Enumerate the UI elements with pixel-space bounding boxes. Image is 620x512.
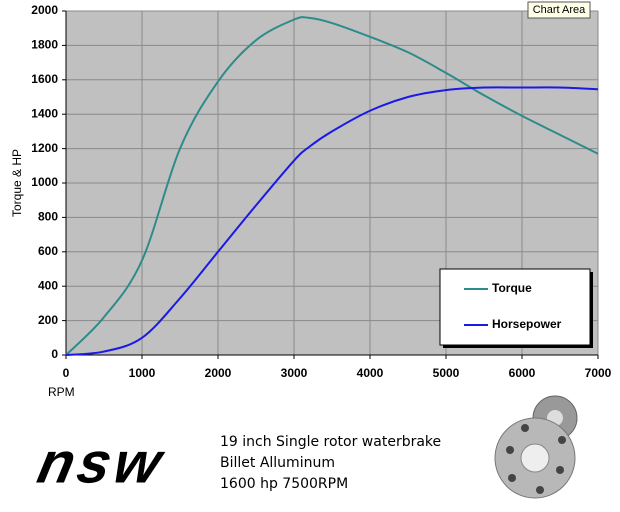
description-line: 19 inch Single rotor waterbrake [220,434,441,450]
description-line: Billet Alluminum [220,455,335,471]
x-tick-label: 4000 [357,366,384,380]
legend [439,268,591,346]
y-tick-label: 600 [38,244,58,258]
y-tick-label: 800 [38,210,58,224]
line-series [65,16,599,356]
logo: nsw [32,431,170,495]
legend-label: Horsepower [492,317,562,331]
x-tick-label: 7000 [585,366,612,380]
x-tick-label: 0 [63,366,70,380]
x-tick-label: 6000 [509,366,536,380]
y-tick-label: 1800 [31,38,58,52]
y-tick-label: 1200 [31,141,58,155]
x-tick-label: 1000 [129,366,156,380]
x-tick-label: 3000 [281,366,308,380]
y-tick-label: 400 [38,278,58,292]
tooltip-text: Chart Area [533,4,586,16]
tooltip-box [527,1,591,19]
x-tick-label: 5000 [433,366,460,380]
y-tick-label: 1000 [31,175,58,189]
x-tick-label: 2000 [205,366,232,380]
y-tick-label: 200 [38,313,58,327]
y-axis-title: Torque & HP [10,149,24,217]
legend-label: Torque [492,281,532,295]
description-line: 1600 hp 7500RPM [220,476,348,492]
y-tick-label: 1400 [31,106,58,120]
y-tick-label: 0 [51,347,58,361]
plot: 0 200 400 600 800 1000 1200 1400 1600 1800 2000 0 10… [31,3,611,380]
line-series [65,86,599,356]
product-image [494,395,578,499]
x-axis-title: RPM [48,385,75,399]
y-tick-label: 2000 [31,3,58,17]
tooltip: Chart Area [527,1,591,19]
y-tick-label: 1600 [31,72,58,86]
